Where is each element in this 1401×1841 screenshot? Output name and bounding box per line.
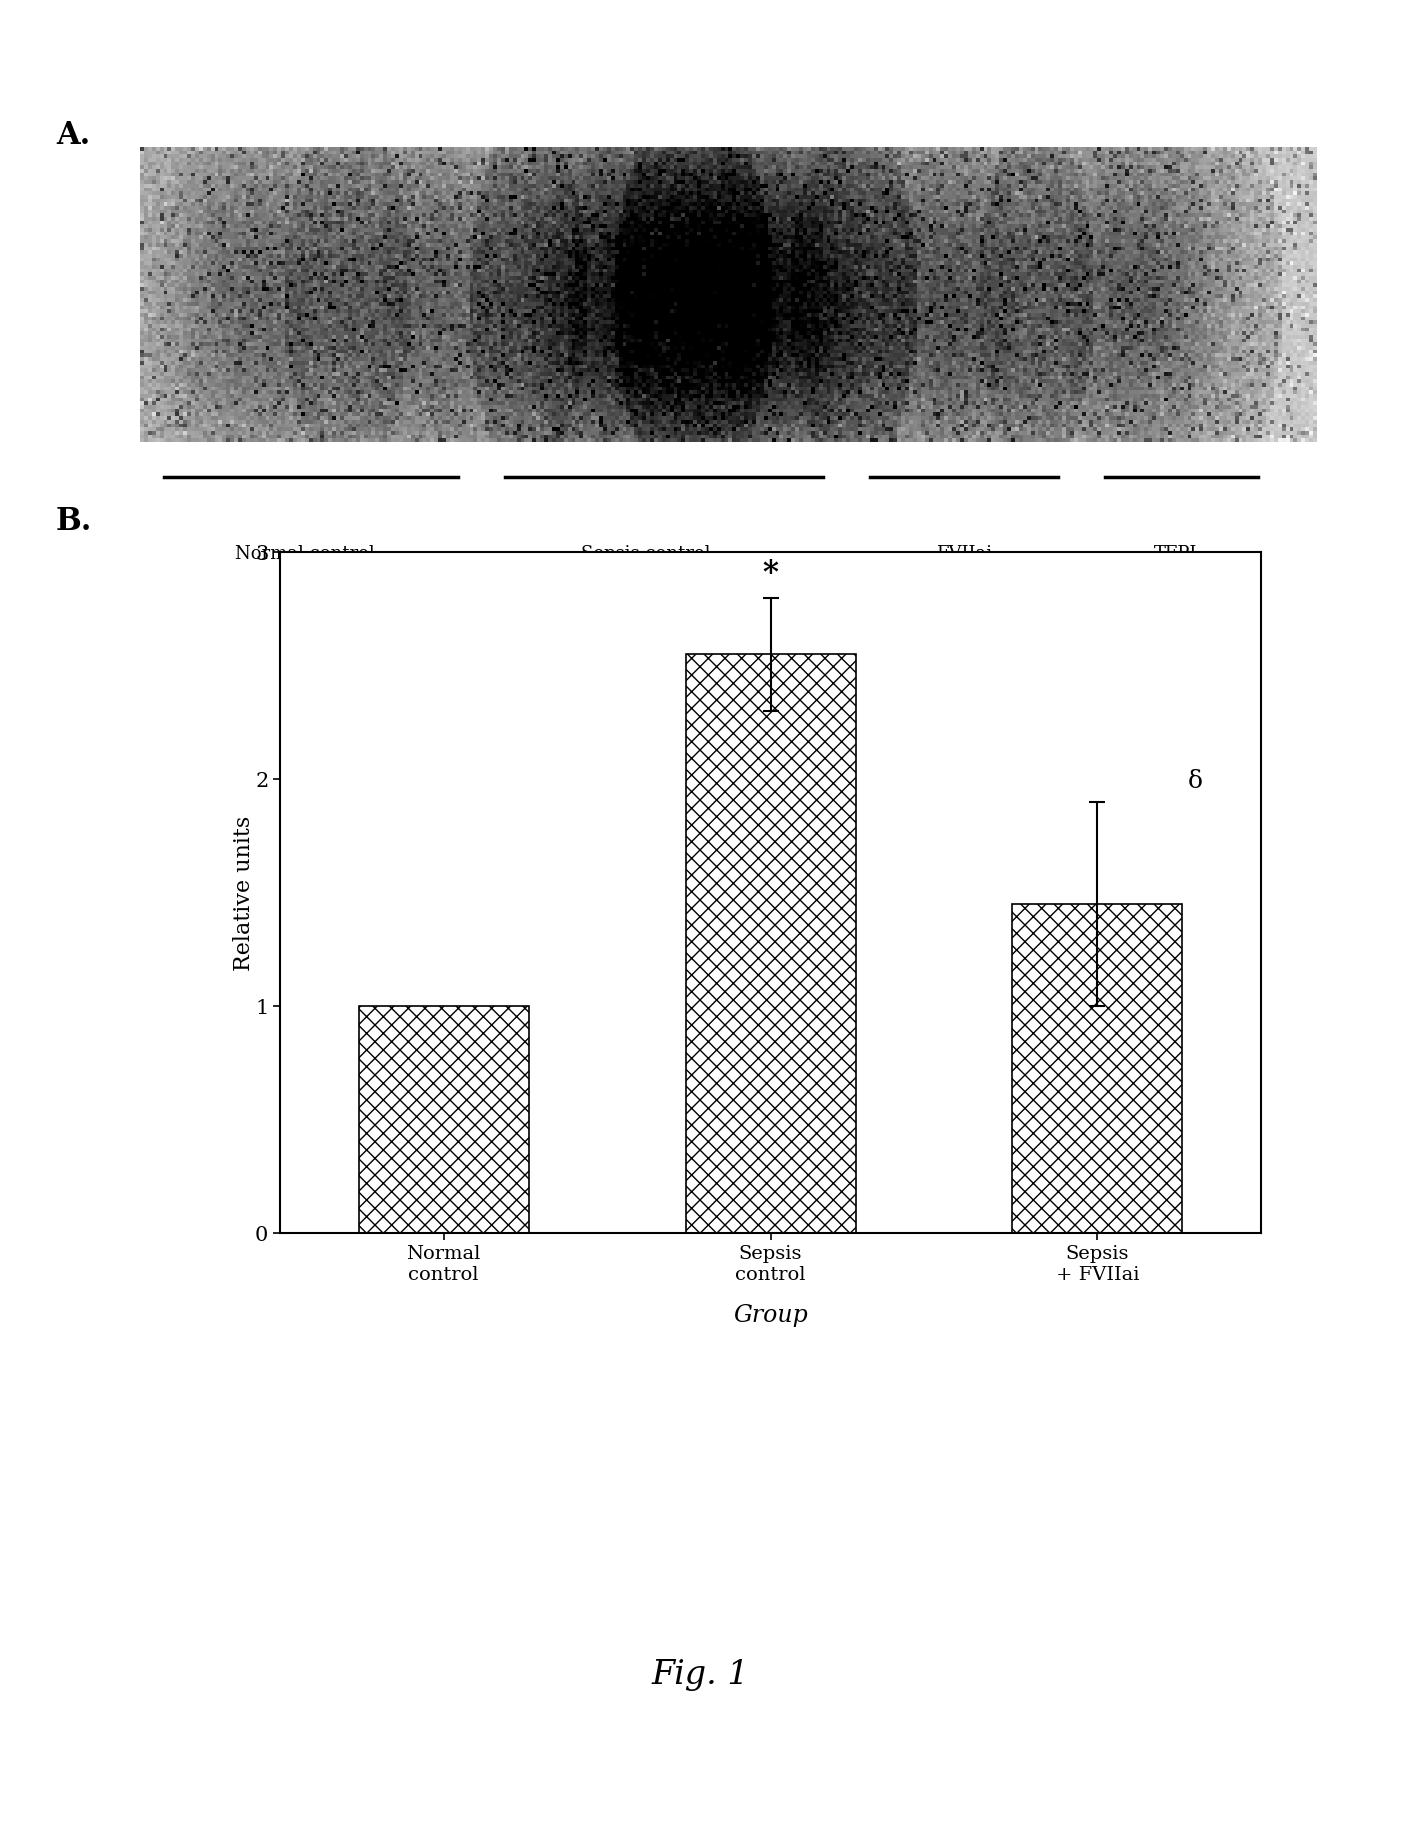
Text: Normal control: Normal control — [235, 545, 374, 563]
Text: B.: B. — [56, 506, 92, 538]
Text: Sepsis control: Sepsis control — [581, 545, 710, 563]
Text: TFPI: TFPI — [1154, 545, 1198, 563]
Y-axis label: Relative units: Relative units — [233, 816, 255, 970]
Text: Fig. 1: Fig. 1 — [651, 1659, 750, 1692]
Bar — [685, 655, 856, 1233]
Text: *: * — [762, 558, 779, 589]
Text: δ: δ — [1188, 770, 1203, 793]
Bar — [1013, 904, 1182, 1233]
Text: A.: A. — [56, 120, 90, 151]
Bar — [359, 1007, 528, 1233]
X-axis label: Group: Group — [733, 1303, 808, 1327]
Text: FVIIai: FVIIai — [936, 545, 992, 563]
